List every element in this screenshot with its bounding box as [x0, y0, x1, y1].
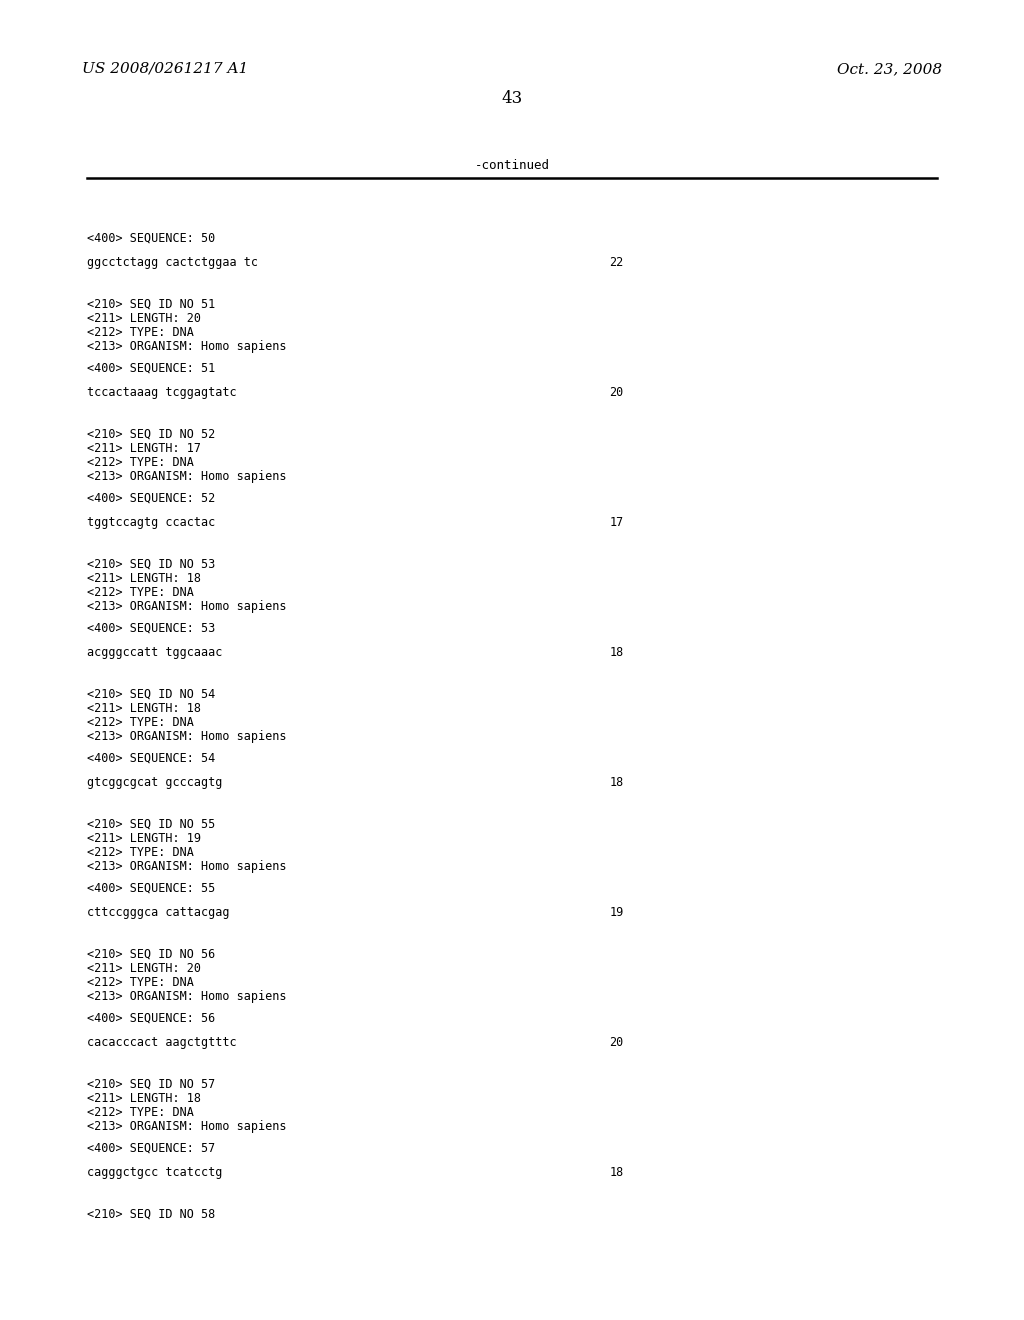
Text: <400> SEQUENCE: 56: <400> SEQUENCE: 56 — [87, 1012, 215, 1026]
Text: <213> ORGANISM: Homo sapiens: <213> ORGANISM: Homo sapiens — [87, 341, 287, 352]
Text: <212> TYPE: DNA: <212> TYPE: DNA — [87, 715, 194, 729]
Text: ggcctctagg cactctggaa tc: ggcctctagg cactctggaa tc — [87, 256, 258, 269]
Text: <212> TYPE: DNA: <212> TYPE: DNA — [87, 846, 194, 859]
Text: <213> ORGANISM: Homo sapiens: <213> ORGANISM: Homo sapiens — [87, 1119, 287, 1133]
Text: gtcggcgcat gcccagtg: gtcggcgcat gcccagtg — [87, 776, 222, 789]
Text: <210> SEQ ID NO 51: <210> SEQ ID NO 51 — [87, 298, 215, 312]
Text: <213> ORGANISM: Homo sapiens: <213> ORGANISM: Homo sapiens — [87, 470, 287, 483]
Text: <212> TYPE: DNA: <212> TYPE: DNA — [87, 975, 194, 989]
Text: <212> TYPE: DNA: <212> TYPE: DNA — [87, 455, 194, 469]
Text: 20: 20 — [609, 1036, 624, 1049]
Text: <212> TYPE: DNA: <212> TYPE: DNA — [87, 326, 194, 339]
Text: 19: 19 — [609, 906, 624, 919]
Text: 20: 20 — [609, 385, 624, 399]
Text: <210> SEQ ID NO 55: <210> SEQ ID NO 55 — [87, 818, 215, 832]
Text: <213> ORGANISM: Homo sapiens: <213> ORGANISM: Homo sapiens — [87, 601, 287, 612]
Text: <211> LENGTH: 18: <211> LENGTH: 18 — [87, 1092, 201, 1105]
Text: <211> LENGTH: 18: <211> LENGTH: 18 — [87, 572, 201, 585]
Text: cacacccact aagctgtttc: cacacccact aagctgtttc — [87, 1036, 237, 1049]
Text: cagggctgcc tcatcctg: cagggctgcc tcatcctg — [87, 1166, 222, 1179]
Text: 22: 22 — [609, 256, 624, 269]
Text: <210> SEQ ID NO 54: <210> SEQ ID NO 54 — [87, 688, 215, 701]
Text: 17: 17 — [609, 516, 624, 529]
Text: <400> SEQUENCE: 51: <400> SEQUENCE: 51 — [87, 362, 215, 375]
Text: <213> ORGANISM: Homo sapiens: <213> ORGANISM: Homo sapiens — [87, 990, 287, 1003]
Text: 43: 43 — [502, 90, 522, 107]
Text: <210> SEQ ID NO 58: <210> SEQ ID NO 58 — [87, 1208, 215, 1221]
Text: <211> LENGTH: 19: <211> LENGTH: 19 — [87, 832, 201, 845]
Text: tggtccagtg ccactac: tggtccagtg ccactac — [87, 516, 215, 529]
Text: <400> SEQUENCE: 53: <400> SEQUENCE: 53 — [87, 622, 215, 635]
Text: <211> LENGTH: 17: <211> LENGTH: 17 — [87, 442, 201, 455]
Text: <400> SEQUENCE: 54: <400> SEQUENCE: 54 — [87, 752, 215, 766]
Text: tccactaaag tcggagtatc: tccactaaag tcggagtatc — [87, 385, 237, 399]
Text: <212> TYPE: DNA: <212> TYPE: DNA — [87, 586, 194, 599]
Text: <400> SEQUENCE: 55: <400> SEQUENCE: 55 — [87, 882, 215, 895]
Text: 18: 18 — [609, 1166, 624, 1179]
Text: acgggccatt tggcaaac: acgggccatt tggcaaac — [87, 645, 222, 659]
Text: Oct. 23, 2008: Oct. 23, 2008 — [837, 62, 942, 77]
Text: <210> SEQ ID NO 53: <210> SEQ ID NO 53 — [87, 558, 215, 572]
Text: <210> SEQ ID NO 57: <210> SEQ ID NO 57 — [87, 1078, 215, 1092]
Text: <212> TYPE: DNA: <212> TYPE: DNA — [87, 1106, 194, 1119]
Text: <400> SEQUENCE: 57: <400> SEQUENCE: 57 — [87, 1142, 215, 1155]
Text: <210> SEQ ID NO 52: <210> SEQ ID NO 52 — [87, 428, 215, 441]
Text: 18: 18 — [609, 645, 624, 659]
Text: <400> SEQUENCE: 50: <400> SEQUENCE: 50 — [87, 232, 215, 246]
Text: <213> ORGANISM: Homo sapiens: <213> ORGANISM: Homo sapiens — [87, 861, 287, 873]
Text: <211> LENGTH: 20: <211> LENGTH: 20 — [87, 312, 201, 325]
Text: <211> LENGTH: 18: <211> LENGTH: 18 — [87, 702, 201, 715]
Text: 18: 18 — [609, 776, 624, 789]
Text: -continued: -continued — [474, 158, 550, 172]
Text: <213> ORGANISM: Homo sapiens: <213> ORGANISM: Homo sapiens — [87, 730, 287, 743]
Text: <211> LENGTH: 20: <211> LENGTH: 20 — [87, 962, 201, 975]
Text: <210> SEQ ID NO 56: <210> SEQ ID NO 56 — [87, 948, 215, 961]
Text: US 2008/0261217 A1: US 2008/0261217 A1 — [82, 62, 248, 77]
Text: <400> SEQUENCE: 52: <400> SEQUENCE: 52 — [87, 492, 215, 506]
Text: cttccgggca cattacgag: cttccgggca cattacgag — [87, 906, 229, 919]
